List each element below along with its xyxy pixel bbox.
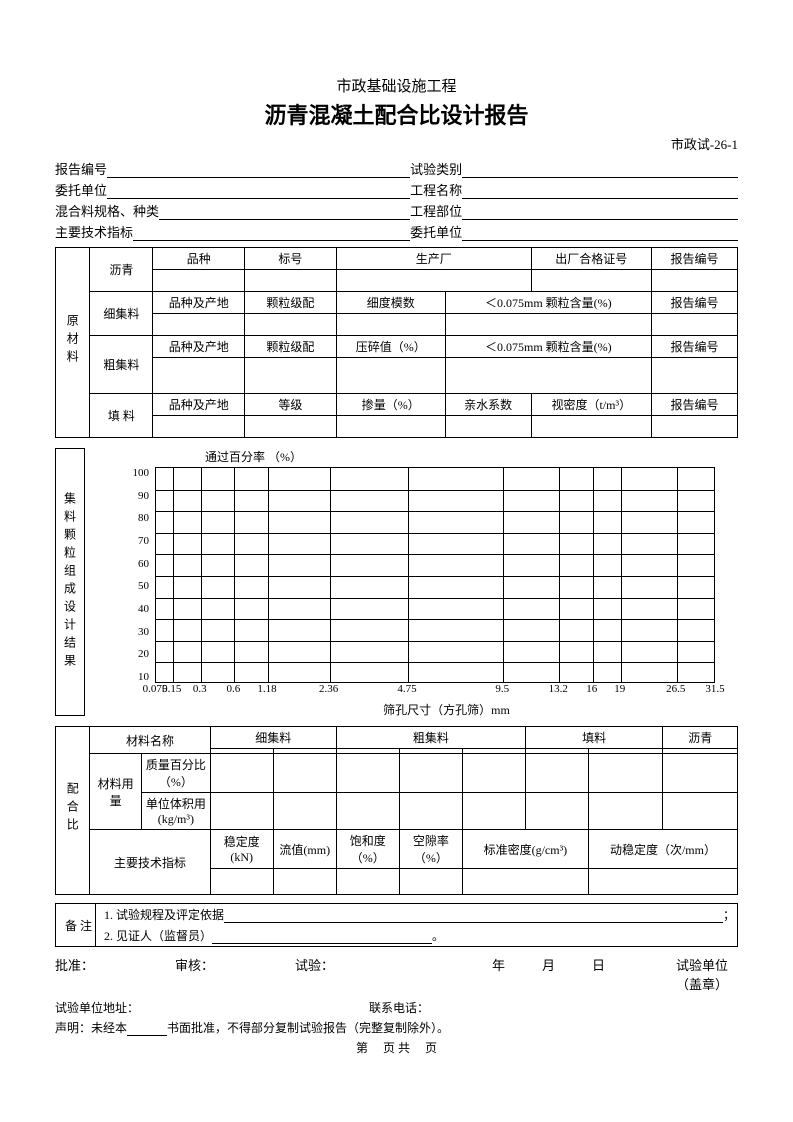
y-axis-ticks: 100908070605040302010 <box>85 467 155 683</box>
review: 审核： <box>175 955 285 993</box>
line <box>462 163 738 178</box>
cell: 空隙率（%） <box>399 830 462 869</box>
cell: 细集料 <box>210 727 336 749</box>
lbl-project-name: 工程名称 <box>410 180 462 199</box>
cell: 出厂合格证号 <box>531 248 651 270</box>
cell: 材料名称 <box>90 727 210 754</box>
small-title: 市政基础设施工程 <box>55 75 738 96</box>
cell: 饱和度（%） <box>336 830 399 869</box>
cell: 视密度（t/m³） <box>531 394 651 416</box>
cell: 标号 <box>245 248 337 270</box>
cell: 颗粒级配 <box>245 336 337 358</box>
x-axis-label: 筛孔尺寸（方孔筛）mm <box>155 701 738 718</box>
big-title: 沥青混凝土配合比设计报告 <box>55 98 738 130</box>
cell: 品种 <box>153 248 245 270</box>
cell: 填料 <box>525 727 663 749</box>
note1-line <box>224 909 723 923</box>
cell: 报告编号 <box>651 336 737 358</box>
line <box>462 226 738 241</box>
cell: 报告编号 <box>651 248 737 270</box>
cell: 沥青 <box>90 248 153 292</box>
page2: 页 共 <box>383 1041 410 1055</box>
cell: 填 料 <box>90 394 153 438</box>
line <box>133 226 410 241</box>
lbl-test-type: 试验类别 <box>410 159 462 178</box>
cell: 标准密度(g/cm³) <box>462 830 588 869</box>
cell: 质量百分比（%） <box>141 754 210 793</box>
note2-label: 2. 见证人（监督员） <box>104 927 212 944</box>
cell: 主要技术指标 <box>90 830 210 895</box>
line <box>107 163 410 178</box>
decl1: 声明：未经本 <box>55 1019 127 1036</box>
x-axis-ticks: 0.0750.150.30.61.182.364.759.513.2161926… <box>155 683 715 699</box>
cell: 单位体积用(kg/m³) <box>141 793 210 830</box>
note1-tail: ； <box>723 906 735 923</box>
stamp2: （盖章） <box>676 974 728 993</box>
cell: 报告编号 <box>651 394 737 416</box>
cell: 沥青 <box>663 727 738 749</box>
note1-label: 1. 试验规程及评定依据 <box>104 906 224 923</box>
cell: 品种及产地 <box>153 394 245 416</box>
cell: 生产厂 <box>336 248 531 270</box>
cell: 材料用量 <box>90 754 142 830</box>
cell: 细度模数 <box>336 292 445 314</box>
header-fields: 报告编号 试验类别 委托单位 工程名称 混合料规格、种类 工程部位 主要技术指标… <box>55 159 738 241</box>
lbl-mix-spec: 混合料规格、种类 <box>55 201 159 220</box>
cell: 亲水系数 <box>445 394 531 416</box>
line <box>107 184 410 199</box>
notes-table: 备 注 1. 试验规程及评定依据 ； 2. 见证人（监督员） 。 <box>55 903 738 947</box>
side-beizhu: 备 注 <box>56 904 96 947</box>
year: 年 <box>455 955 505 993</box>
chart-side-label: 集料颗粒组成设计结果 <box>55 448 85 716</box>
cell: 掺量（%） <box>336 394 445 416</box>
doc-code: 市政试-26-1 <box>55 134 738 153</box>
cell: 压碎值（%） <box>336 336 445 358</box>
gradation-chart: 集料颗粒组成设计结果 通过百分率 （%） 1009080706050403020… <box>55 448 738 718</box>
page3: 页 <box>425 1041 437 1055</box>
cell: 颗粒级配 <box>245 292 337 314</box>
cell: 品种及产地 <box>153 336 245 358</box>
line <box>462 184 738 199</box>
cell: 品种及产地 <box>153 292 245 314</box>
cell: ＜0.075mm 颗粒含量(%) <box>445 292 651 314</box>
stamp1: 试验单位 <box>676 955 728 974</box>
line <box>462 205 738 220</box>
cell: 粗集料 <box>336 727 525 749</box>
cell: 细集料 <box>90 292 153 336</box>
lbl-main-index: 主要技术指标 <box>55 222 133 241</box>
decl2: 书面批准，不得部分复制试验报告（完整复制除外）。 <box>167 1019 449 1036</box>
materials-table: 原材料 沥青 品种 标号 生产厂 出厂合格证号 报告编号 细集料 品种及产地 颗… <box>55 247 738 438</box>
approve: 批准： <box>55 955 165 993</box>
side-peihebi: 配合比 <box>64 782 81 836</box>
cell: 粗集料 <box>90 336 153 394</box>
side-yuancailiao: 原材料 <box>64 314 81 368</box>
note2-line <box>212 930 432 944</box>
mix-ratio-table: 配合比 材料名称 细集料 粗集料 填料 沥青 材料用量 质量百分比（%） 单位体… <box>55 726 738 895</box>
cell: 报告编号 <box>651 292 737 314</box>
test: 试验： <box>295 955 445 993</box>
lbl-project-part: 工程部位 <box>410 201 462 220</box>
chart-grid <box>155 467 715 683</box>
line <box>159 205 410 220</box>
lbl-client: 委托单位 <box>55 180 107 199</box>
lbl-client-unit: 委托单位 <box>410 222 462 241</box>
cell: 动稳定度（次/mm） <box>588 830 737 869</box>
day: 日 <box>565 955 605 993</box>
cell: 稳定度(kN) <box>210 830 273 869</box>
decl-line <box>127 1022 167 1036</box>
cell: 流值(mm) <box>273 830 336 869</box>
addr-label: 试验单位地址： <box>55 999 139 1016</box>
month: 月 <box>515 955 555 993</box>
lbl-report-no: 报告编号 <box>55 159 107 178</box>
cell: ＜0.075mm 颗粒含量(%) <box>445 336 651 358</box>
footer-block: 试验单位地址： 联系电话： 声明：未经本 书面批准，不得部分复制试验报告（完整复… <box>55 999 738 1056</box>
note2-tail: 。 <box>432 927 444 944</box>
page1: 第 <box>356 1041 368 1055</box>
cell: 等级 <box>245 394 337 416</box>
tel-label: 联系电话： <box>369 999 429 1016</box>
signature-row: 批准： 审核： 试验： 年 月 日 试验单位 （盖章） <box>55 955 738 993</box>
chart-y-title: 通过百分率 （%） <box>205 448 738 465</box>
